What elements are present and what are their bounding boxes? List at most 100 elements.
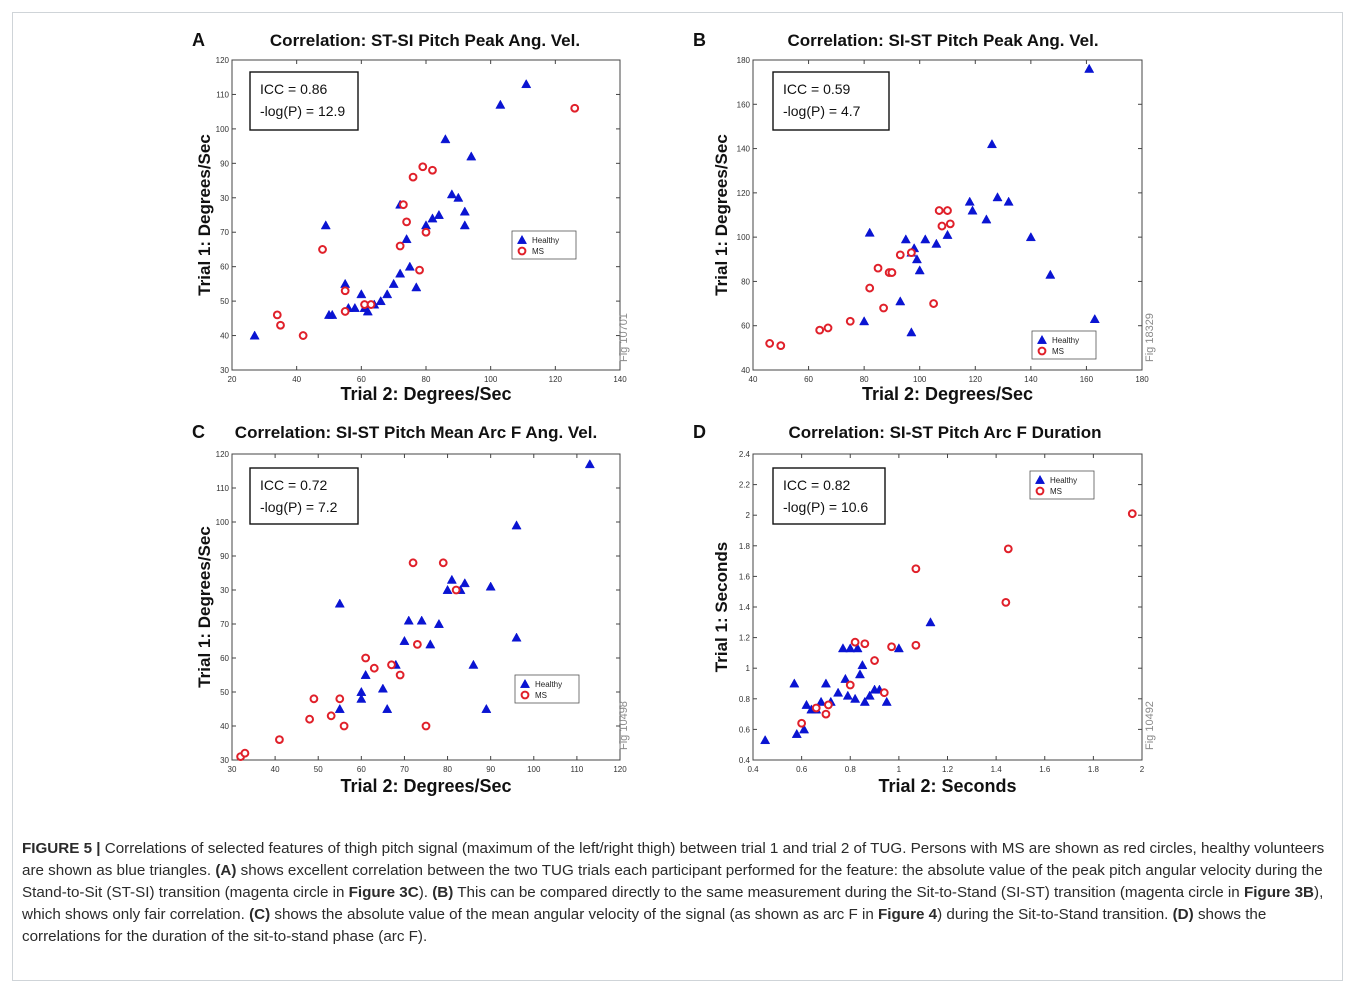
data-point-healthy: [992, 192, 1003, 202]
caption-text: This can be compared directly to the sam…: [453, 884, 1244, 901]
series-healthy: [760, 617, 936, 745]
data-point-healthy: [789, 678, 800, 688]
data-point-healthy: [360, 669, 371, 679]
data-point-ms: [873, 263, 883, 273]
data-point-ms: [418, 162, 428, 172]
data-point-healthy: [320, 220, 331, 230]
y-tick-label: 100: [737, 233, 751, 242]
caption-bold-text: Figure 3B: [1243, 884, 1315, 901]
data-point-ms: [895, 250, 905, 260]
data-point-ms: [815, 325, 825, 335]
legend-healthy-label: Healthy: [535, 680, 562, 689]
data-point-healthy: [403, 615, 414, 625]
data-point-healthy: [852, 643, 863, 653]
data-point-healthy: [816, 696, 827, 706]
data-point-healthy: [840, 673, 851, 683]
series-healthy: [859, 63, 1100, 337]
series-ms: [797, 509, 1137, 728]
data-point-healthy: [864, 227, 875, 237]
series-healthy: [334, 459, 595, 713]
data-point-ms: [823, 323, 833, 333]
y-tick-label: 30: [220, 366, 229, 375]
data-point-healthy: [356, 693, 367, 703]
data-point-healthy: [906, 327, 917, 337]
data-point-healthy: [911, 254, 922, 264]
x-tick-label: 1: [897, 765, 902, 774]
data-point-healthy: [377, 683, 388, 693]
y-tick-label: 1.6: [739, 572, 751, 581]
data-point-healthy: [837, 643, 848, 653]
data-point-healthy: [986, 139, 997, 149]
x-tick-label: 2: [1140, 765, 1145, 774]
legend-ms-marker: [1035, 486, 1045, 496]
data-point-ms: [570, 103, 580, 113]
legend: Healthy MS: [514, 674, 580, 704]
data-point-ms: [887, 268, 897, 277]
x-tick-label: 0.6: [796, 765, 808, 774]
x-tick-label: 60: [804, 375, 813, 384]
figure-id-label: Fig 18329: [1144, 313, 1156, 362]
data-point-ms: [776, 341, 786, 351]
y-tick-label: 1.2: [739, 634, 751, 643]
logp-value: -log(P) = 7.2: [260, 499, 338, 515]
y-tick-label: 1.8: [739, 542, 751, 551]
stats-box-border: [772, 71, 890, 131]
legend-healthy-marker: [519, 678, 531, 688]
data-point-ms: [387, 660, 396, 670]
data-point-ms: [865, 283, 875, 293]
data-point-healthy: [459, 206, 470, 216]
data-point-ms: [1127, 509, 1137, 519]
y-tick-label: 2.2: [739, 481, 751, 490]
x-tick-label: 80: [422, 375, 431, 384]
legend: Healthy MS: [1031, 330, 1097, 360]
data-point-healthy: [850, 693, 861, 703]
data-point-ms: [272, 310, 282, 320]
y-tick-label: 60: [741, 322, 750, 331]
data-point-healthy: [893, 643, 904, 653]
data-point-healthy: [249, 330, 260, 340]
data-point-ms: [402, 217, 412, 227]
data-point-healthy: [375, 295, 386, 306]
data-point-healthy: [401, 233, 412, 244]
y-tick-label: 110: [216, 90, 229, 99]
legend-ms-marker: [520, 690, 530, 700]
data-point-healthy: [1025, 232, 1036, 242]
data-point-healthy: [881, 696, 892, 706]
data-point-ms: [318, 245, 327, 254]
data-point-healthy: [900, 234, 911, 244]
panel-letter: A: [192, 30, 205, 50]
x-tick-label: 30: [228, 765, 237, 774]
y-tick-label: 140: [737, 145, 751, 154]
legend-ms-label: MS: [1050, 487, 1062, 496]
plot-area: [752, 59, 1143, 371]
data-point-healthy: [446, 574, 457, 584]
icc-value: ICC = 0.86: [260, 81, 328, 97]
data-point-ms: [1003, 544, 1013, 554]
y-tick-label: 50: [220, 688, 229, 697]
data-point-healthy: [334, 598, 345, 608]
data-point-healthy: [382, 289, 393, 299]
x-tick-label: 120: [613, 765, 627, 774]
data-point-healthy: [859, 696, 870, 706]
data-point-healthy: [468, 659, 479, 669]
data-point-ms: [845, 680, 855, 690]
x-tick-label: 40: [749, 375, 758, 384]
figure-frame: [12, 12, 1343, 981]
data-point-healthy: [833, 687, 844, 697]
data-point-healthy: [404, 261, 415, 271]
series-ms: [765, 206, 955, 351]
caption-bold-text: Figure 4: [878, 906, 938, 923]
data-point-healthy: [1045, 269, 1056, 279]
chart-panel-d: D Correlation: SI-ST Pitch Arc F Duration…: [693, 422, 1156, 796]
data-point-ms: [309, 694, 319, 704]
x-tick-label: 0.4: [747, 765, 759, 774]
icc-value: ICC = 0.82: [783, 477, 851, 493]
chart-title: Correlation: SI-ST Pitch Mean Arc F Ang.…: [235, 423, 597, 442]
data-point-ms: [797, 718, 807, 728]
figure-id-label: Fig 10492: [1144, 701, 1156, 750]
data-point-healthy: [942, 229, 953, 239]
data-point-ms: [887, 642, 896, 652]
data-point-healthy: [356, 686, 367, 696]
y-tick-label: 100: [216, 125, 230, 134]
data-point-ms: [451, 585, 461, 595]
